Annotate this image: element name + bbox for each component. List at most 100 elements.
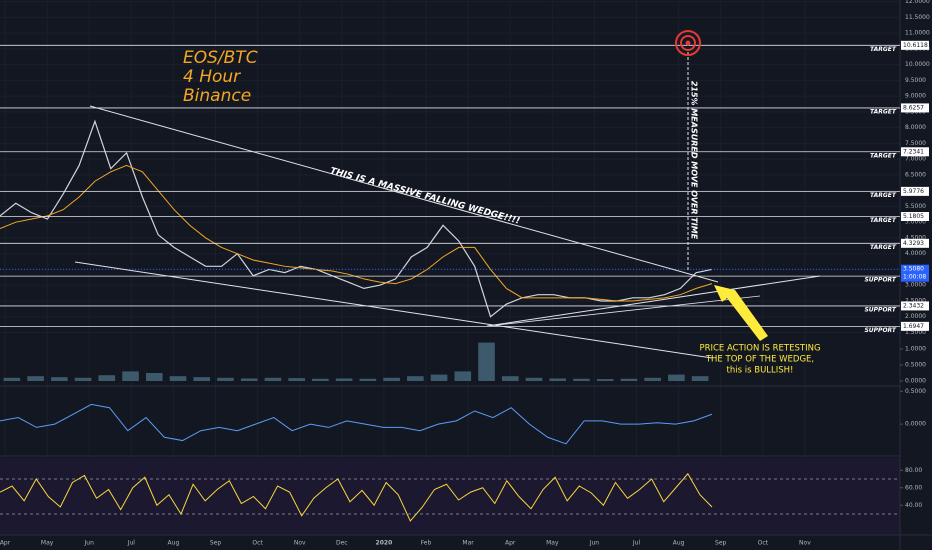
bar bbox=[51, 377, 68, 381]
price-tag bbox=[901, 40, 929, 50]
bar bbox=[145, 373, 163, 381]
series-line bbox=[0, 472, 713, 522]
x-tick-label: Nov bbox=[294, 540, 306, 547]
x-tick-label: 2020 bbox=[376, 540, 393, 547]
y-tick-label: 11.5000 bbox=[905, 14, 930, 21]
level-name: SUPPORT bbox=[864, 306, 896, 313]
bar bbox=[430, 374, 448, 381]
bar bbox=[335, 378, 353, 381]
annotation: this is BULLISH! bbox=[727, 366, 794, 376]
countdown: 1:00:08 bbox=[903, 274, 926, 281]
bar bbox=[312, 378, 329, 381]
x-tick-label: Aug bbox=[673, 540, 685, 547]
bar bbox=[549, 378, 567, 381]
bar bbox=[454, 371, 472, 381]
bar bbox=[3, 377, 21, 381]
x-tick-label: Oct bbox=[758, 540, 769, 547]
bar bbox=[74, 377, 92, 381]
bar bbox=[288, 378, 305, 381]
x-tick-label: Jul bbox=[127, 540, 136, 547]
bar bbox=[217, 377, 234, 381]
x-tick-label: Aug bbox=[168, 540, 180, 547]
level-name: TARGET bbox=[870, 244, 897, 251]
price-tag bbox=[901, 212, 929, 222]
annotation: PRICE ACTION IS RETESTING bbox=[699, 344, 820, 354]
bar bbox=[359, 378, 377, 381]
bar bbox=[478, 342, 495, 381]
x-tick-label: Oct bbox=[252, 540, 263, 547]
grid bbox=[0, 0, 900, 535]
price-tag-label: 1.6947 bbox=[903, 323, 924, 330]
series-line bbox=[0, 119, 713, 318]
x-tick-label: May bbox=[546, 540, 559, 547]
y-tick-label: 2.5000 bbox=[905, 297, 926, 304]
title: 4 Hour bbox=[183, 67, 241, 87]
series-line bbox=[0, 164, 713, 302]
y-tick-label: 7.0000 bbox=[905, 156, 926, 163]
series-line bbox=[0, 403, 713, 445]
last-price-label: 3.5080 bbox=[903, 266, 924, 273]
x-tick-label: Jul bbox=[632, 540, 641, 547]
price-tag bbox=[901, 301, 929, 311]
price-tag bbox=[901, 321, 929, 331]
bar bbox=[691, 376, 709, 381]
y-tick-label: 9.0000 bbox=[905, 93, 926, 100]
price-tag bbox=[901, 147, 929, 157]
y-tick-label: 5.0000 bbox=[905, 219, 926, 226]
price-tag-label: 5.1805 bbox=[903, 213, 924, 220]
bar bbox=[525, 377, 543, 381]
y-tick-label: 1.5000 bbox=[905, 329, 926, 336]
y-tick-label: 10.0000 bbox=[905, 61, 930, 68]
price-tag-label: 5.9776 bbox=[903, 188, 924, 195]
bar bbox=[122, 371, 139, 381]
target-ring bbox=[675, 30, 701, 56]
price-tag-label: 8.6257 bbox=[903, 104, 924, 111]
y-tick-label: 40.00 bbox=[905, 502, 922, 509]
y-tick-label: 4.5000 bbox=[905, 234, 926, 241]
target-ring bbox=[680, 35, 696, 51]
rsi-panel bbox=[0, 458, 900, 535]
x-tick-label: Apr bbox=[0, 540, 11, 547]
bar bbox=[501, 376, 519, 381]
y-tick-label: 2.0000 bbox=[905, 313, 926, 320]
level-name: TARGET bbox=[870, 46, 897, 53]
bar bbox=[240, 378, 258, 381]
y-tick-label: 5.5000 bbox=[905, 203, 926, 210]
price-tag-label: 7.2341 bbox=[903, 148, 924, 155]
level-name: SUPPORT bbox=[864, 327, 896, 334]
x-tick-label: Mar bbox=[462, 540, 474, 547]
level-name: TARGET bbox=[870, 217, 897, 224]
price-tag bbox=[901, 264, 929, 282]
title: EOS/BTC bbox=[183, 48, 258, 68]
bar bbox=[620, 378, 638, 381]
price-tag-label: 10.6118 bbox=[903, 42, 928, 49]
title: Binance bbox=[183, 86, 251, 106]
annotation: 215% MEASURED MOVE OVER TIME bbox=[690, 81, 699, 240]
y-tick-label: 3.0000 bbox=[905, 282, 926, 289]
y-tick-label: 0.0000 bbox=[905, 421, 926, 428]
y-tick-label: 6.5000 bbox=[905, 171, 926, 178]
x-tick-label: Sep bbox=[210, 540, 222, 547]
bar bbox=[27, 376, 44, 381]
price-tag bbox=[901, 103, 929, 113]
level-name: TARGET bbox=[870, 152, 897, 159]
bar bbox=[573, 378, 590, 381]
y-tick-label: 0.5000 bbox=[905, 362, 926, 369]
x-tick-label: Dec bbox=[336, 540, 348, 547]
x-tick-label: Apr bbox=[505, 540, 516, 547]
x-tick-label: Jun bbox=[84, 540, 95, 547]
level-name: SUPPORT bbox=[864, 277, 896, 284]
y-tick-label: 4.0000 bbox=[905, 250, 926, 257]
y-tick-label: 11.0000 bbox=[905, 30, 930, 37]
x-tick-label: May bbox=[41, 540, 54, 547]
bar bbox=[596, 379, 614, 381]
x-tick-label: Feb bbox=[421, 540, 432, 547]
x-tick-label: Jun bbox=[589, 540, 600, 547]
bar bbox=[169, 376, 187, 381]
level-name: TARGET bbox=[870, 192, 897, 199]
level-name: TARGET bbox=[870, 108, 897, 115]
y-tick-label: 12.0000 bbox=[905, 0, 930, 5]
annotation: THE TOP OF THE WEDGE, bbox=[705, 355, 814, 365]
y-tick-label: 9.5000 bbox=[905, 77, 926, 84]
